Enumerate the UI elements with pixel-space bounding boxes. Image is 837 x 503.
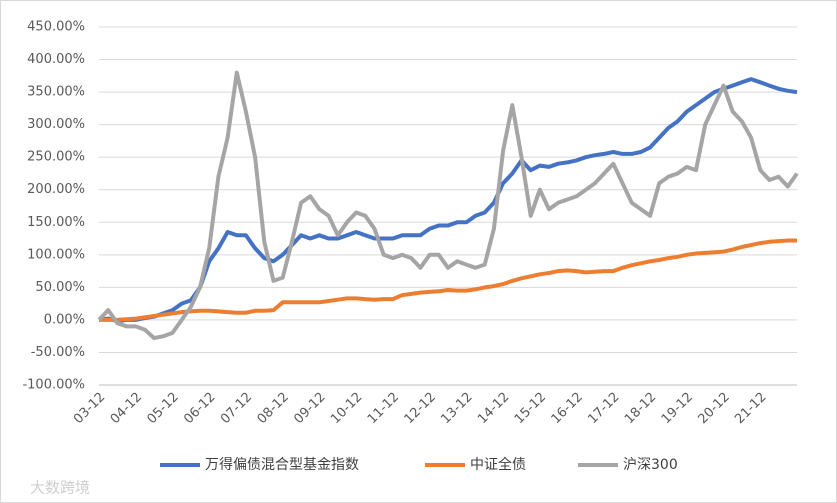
legend-label: 沪深300 [623, 457, 678, 473]
series-line [97, 70, 799, 341]
y-tick-label: 400.00% [27, 52, 85, 67]
series-line [98, 77, 798, 324]
y-tick-label: 150.00% [27, 215, 85, 230]
y-tick-label: 0.00% [44, 312, 85, 327]
y-tick-label: -100.00% [22, 378, 85, 393]
y-tick-label: -50.00% [31, 345, 85, 360]
y-tick-label: 300.00% [27, 117, 85, 132]
y-tick-label: 250.00% [27, 150, 85, 165]
legend-label: 万得偏债混合型基金指数 [205, 456, 359, 473]
y-tick-label: 50.00% [35, 280, 85, 295]
y-tick-label: 200.00% [27, 182, 85, 197]
y-tick-label: 450.00% [27, 20, 85, 35]
watermark: 大数跨境 [30, 479, 90, 497]
y-tick-label: 350.00% [27, 85, 85, 100]
y-tick-label: 100.00% [27, 247, 85, 262]
series-line [99, 238, 797, 322]
legend-label: 中证全债 [470, 456, 526, 473]
